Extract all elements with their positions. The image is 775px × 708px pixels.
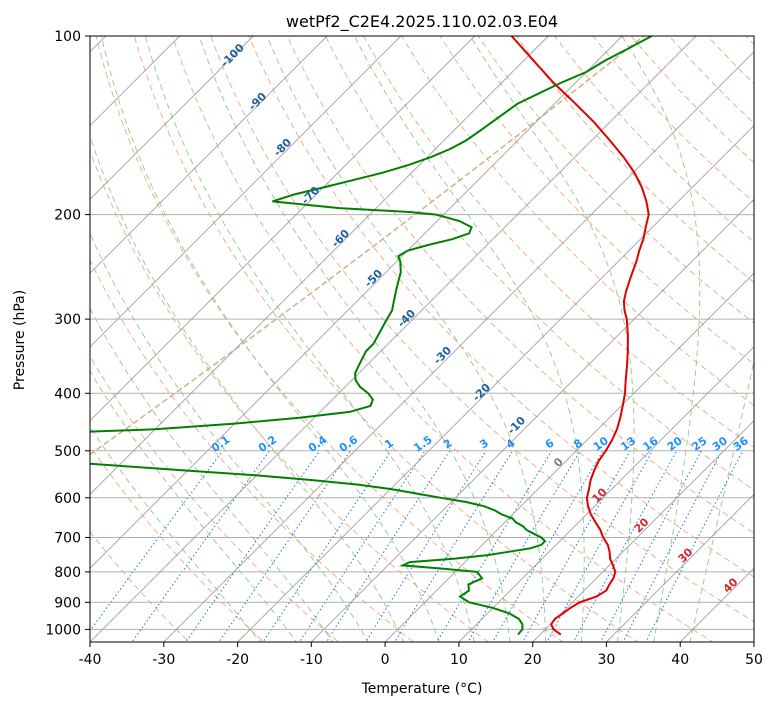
x-tick-label: 10	[450, 652, 468, 668]
isotherm-gridline	[90, 36, 623, 569]
y-tick-label: 600	[54, 491, 81, 507]
moist-adiabat-line	[198, 36, 511, 642]
moist-adiabat-line	[90, 232, 369, 642]
isotherm-gridline	[384, 272, 754, 642]
y-tick-label: 500	[54, 444, 81, 460]
moist-adiabat-line	[100, 36, 440, 642]
y-tick-label: 100	[54, 29, 81, 45]
plot-frame	[89, 35, 755, 643]
x-tick-label: 30	[597, 652, 615, 668]
isotherm-gridline	[90, 36, 254, 200]
x-tick-label: 50	[745, 652, 763, 668]
reference-curve	[90, 36, 646, 456]
isotherm-gridline	[458, 346, 754, 642]
dewpoint-profile-line	[90, 36, 653, 636]
isotherm-gridline	[163, 51, 754, 642]
moist-adiabat-line	[90, 370, 298, 642]
x-tick-label: 0	[381, 652, 390, 668]
x-axis-label: Temperature (°C)	[361, 681, 483, 697]
dry-adiabat-line	[90, 445, 265, 642]
y-tick-label: 700	[54, 531, 81, 547]
moist-adiabat-line	[689, 359, 754, 642]
isotherm-gridline	[532, 420, 754, 642]
dry-adiabat-line	[90, 531, 190, 642]
dry-adiabat-line	[477, 36, 754, 324]
dry-adiabat-line	[133, 36, 639, 642]
dry-adiabat-line	[248, 36, 754, 578]
isotherm-gridline	[90, 36, 697, 642]
dry-adiabat-line	[401, 36, 754, 406]
chart-title: wetPf2_C2E4.2025.110.02.03.E04	[286, 12, 558, 32]
moist-adiabat-line	[266, 36, 547, 642]
isotherm-gridline	[606, 493, 754, 642]
y-tick-label: 900	[54, 595, 81, 611]
isotherm-gridline	[237, 124, 754, 642]
y-tick-label: 1000	[45, 622, 81, 638]
dry-adiabat-line	[90, 259, 415, 642]
y-tick-label: 200	[54, 208, 81, 224]
y-tick-label: 300	[54, 312, 81, 328]
moist-adiabat-line	[144, 36, 475, 642]
moist-adiabat-line	[90, 425, 261, 642]
dry-adiabat-line	[210, 36, 754, 623]
isotherm-gridline	[90, 36, 328, 274]
x-tick-label: -30	[152, 652, 175, 668]
x-tick-label: 20	[524, 652, 542, 668]
x-tick-label: -10	[300, 652, 323, 668]
isotherm-gridline	[310, 198, 754, 642]
dry-adiabat-line	[286, 36, 754, 534]
y-tick-label: 800	[54, 565, 81, 581]
isotherm-gridline	[90, 36, 402, 348]
x-tick-label: -20	[226, 652, 249, 668]
dry-adiabat-line	[172, 36, 714, 642]
temperature-profile-line	[510, 36, 650, 636]
moist-adiabat-line	[469, 36, 635, 642]
y-axis-label: Pressure (hPa)	[12, 290, 28, 390]
x-tick-label: 40	[671, 652, 689, 668]
dry-adiabat-line	[439, 36, 754, 365]
y-tick-label: 400	[54, 386, 81, 402]
moist-adiabat-line	[354, 36, 585, 642]
dry-adiabat-line	[90, 355, 340, 642]
isotherm-gridline	[90, 36, 549, 496]
dry-adiabat-line	[95, 36, 564, 642]
moist-adiabat-line	[621, 36, 701, 642]
moist-adiabat-line	[90, 134, 405, 642]
isotherm-gridline	[90, 36, 476, 422]
x-tick-label: -40	[79, 652, 102, 668]
moist-adiabat-line	[90, 307, 333, 642]
